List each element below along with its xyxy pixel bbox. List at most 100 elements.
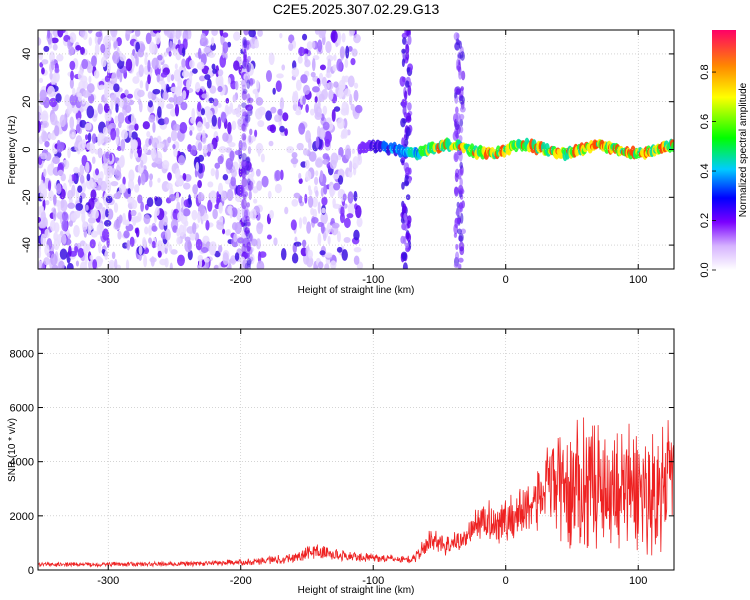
heatmap-cell — [102, 126, 108, 136]
heatmap-streak-cell — [243, 53, 248, 63]
heatmap-cell — [225, 229, 230, 236]
heatmap-streak-cell — [246, 183, 252, 191]
heatmap-cell — [164, 228, 171, 241]
heatmap-cell — [353, 82, 359, 89]
heatmap-cell — [310, 108, 315, 116]
heatmap-cell — [128, 169, 135, 182]
heatmap-streak-cell — [453, 186, 459, 195]
heatmap-streak-cell — [245, 215, 250, 222]
heatmap-cell — [100, 43, 106, 54]
heatmap-cell — [257, 106, 266, 116]
heatmap-cell — [41, 130, 48, 143]
heatmap-streak-cell — [405, 126, 411, 137]
y-tick-label: 0 — [28, 565, 34, 577]
heatmap-cell — [115, 170, 122, 181]
heatmap-cell — [98, 241, 102, 254]
heatmap-cell — [353, 247, 362, 253]
heatmap-cell — [146, 197, 154, 208]
heatmap-cell — [251, 238, 258, 247]
heatmap-cell — [275, 80, 282, 92]
y-tick-label: 8000 — [10, 348, 34, 360]
heatmap-cell — [176, 228, 180, 237]
heatmap-cell — [298, 217, 303, 229]
heatmap-cell — [228, 142, 236, 148]
heatmap-cell — [105, 195, 113, 204]
heatmap-streak-cell — [246, 260, 252, 268]
colorbar-gradient — [712, 30, 736, 270]
heatmap-cell — [113, 192, 121, 200]
heatmap-cell — [279, 33, 283, 39]
heatmap-cell — [113, 83, 120, 93]
heatmap-cell — [147, 74, 151, 85]
heatmap-cell — [84, 253, 88, 266]
heatmap-cell — [56, 54, 64, 62]
heatmap-cell — [67, 147, 71, 159]
heatmap-cell — [229, 208, 233, 219]
heatmap-cell — [293, 90, 299, 102]
heatmap-cell — [173, 94, 178, 106]
x-tick-label: 0 — [503, 575, 509, 587]
heatmap-cell — [91, 55, 97, 67]
heatmap-cell — [333, 182, 341, 191]
heatmap-streak-cell — [241, 177, 248, 187]
heatmap-cell — [110, 181, 119, 187]
heatmap-cell — [72, 87, 76, 97]
heatmap-cell — [181, 58, 186, 68]
heatmap-cell — [88, 37, 93, 47]
heatmap-cell — [163, 117, 170, 125]
heatmap-cell — [276, 73, 284, 79]
heatmap-cell — [317, 39, 323, 53]
heatmap-cell — [242, 134, 247, 148]
heatmap-cell — [170, 86, 179, 93]
heatmap-cell — [212, 68, 217, 74]
heatmap-cell — [138, 64, 144, 77]
heatmap-cell — [297, 56, 303, 64]
heatmap-cell — [279, 125, 285, 133]
heatmap-cell — [320, 211, 328, 225]
heatmap-cell — [222, 41, 229, 54]
heatmap-cell — [175, 191, 180, 202]
heatmap-cell — [269, 209, 274, 220]
heatmap-cell — [97, 37, 101, 45]
heatmap-cell — [85, 134, 89, 141]
heatmap-streak-cell — [455, 243, 459, 251]
heatmap-streak-cell — [404, 216, 408, 225]
heatmap-cell — [302, 148, 309, 156]
heatmap-streak-cell — [242, 111, 249, 117]
heatmap-cell — [129, 236, 135, 247]
heatmap-cell — [254, 39, 259, 49]
heatmap-cell — [349, 160, 353, 173]
heatmap-cell — [345, 148, 352, 160]
heatmap-cell — [195, 161, 199, 172]
snr-xlabel: Height of straight line (km) — [298, 585, 415, 596]
heatmap-cell — [315, 190, 319, 198]
heatmap-streak-cell — [403, 180, 410, 187]
heatmap-streak-cell — [243, 209, 248, 219]
heatmap-cell — [274, 169, 281, 182]
heatmap-cell — [51, 264, 59, 269]
heatmap-cell — [355, 205, 362, 219]
heatmap-cell — [52, 208, 57, 222]
heatmap-cell — [77, 69, 84, 81]
heatmap-cell — [315, 170, 319, 177]
heatmap-cell — [108, 122, 117, 130]
heatmap-cell — [98, 84, 105, 90]
heatmap-cell — [77, 185, 83, 193]
x-tick-label: -100 — [362, 274, 384, 286]
heatmap-cell — [147, 100, 153, 108]
heatmap-cell — [225, 97, 230, 104]
heatmap-streak-cell — [402, 37, 407, 45]
heatmap-cell — [206, 110, 214, 123]
heatmap-cell — [265, 110, 273, 121]
heatmap-cell — [308, 151, 317, 162]
heatmap-cell — [178, 224, 185, 237]
heatmap-cell — [97, 139, 101, 147]
heatmap-cell — [314, 176, 319, 186]
x-tick-label: -100 — [362, 575, 384, 587]
heatmap-cell — [311, 217, 319, 224]
heatmap-streak-cell — [455, 112, 461, 124]
heatmap-cell — [59, 30, 66, 34]
heatmap-cell — [336, 231, 341, 243]
heatmap-cell — [343, 237, 351, 243]
y-tick-label: 6000 — [10, 403, 34, 415]
